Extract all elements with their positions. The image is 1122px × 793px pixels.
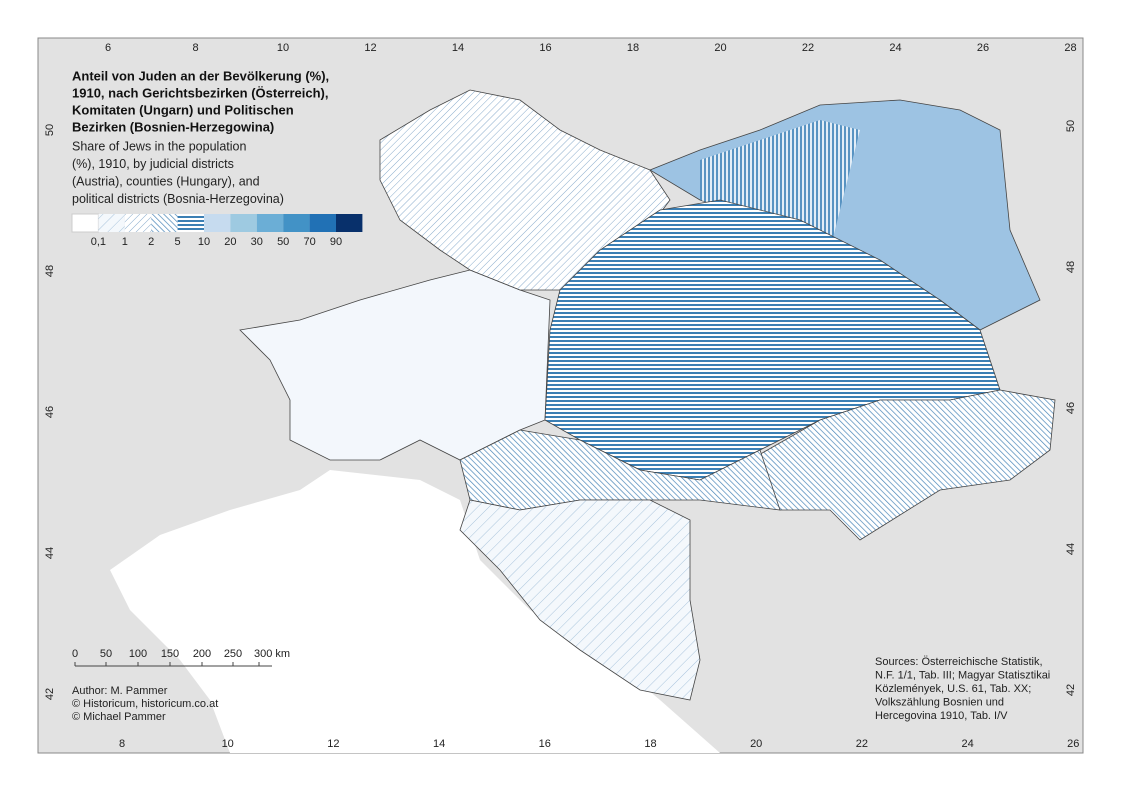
graticule-label-top: 16 bbox=[539, 42, 551, 54]
graticule-label-right: 46 bbox=[1065, 402, 1077, 414]
graticule-label-top: 22 bbox=[802, 42, 814, 54]
graticule-label-top: 28 bbox=[1064, 42, 1076, 54]
graticule-label-right: 42 bbox=[1065, 684, 1077, 696]
legend-label: 90 bbox=[330, 236, 342, 248]
graticule-label-bottom: 22 bbox=[856, 738, 868, 750]
legend-swatch bbox=[71, 213, 99, 233]
sources-line: Sources: Österreichische Statistik, bbox=[875, 656, 1043, 668]
title-de-line: Bezirken (Bosnien-Herzegowina) bbox=[72, 119, 274, 134]
graticule-label-left: 48 bbox=[44, 265, 56, 277]
graticule-label-top: 24 bbox=[889, 42, 901, 54]
graticule-label-right: 48 bbox=[1065, 261, 1077, 273]
legend-label: 20 bbox=[224, 236, 236, 248]
graticule-label-bottom: 20 bbox=[750, 738, 762, 750]
scale-label: 0 bbox=[72, 648, 78, 660]
scale-label: 150 bbox=[161, 648, 179, 660]
graticule-label-left: 42 bbox=[44, 688, 56, 700]
graticule-label-bottom: 10 bbox=[222, 738, 234, 750]
region-bosnia-dalmatia bbox=[459, 499, 701, 701]
graticule-label-top: 18 bbox=[627, 42, 639, 54]
region-west-galicia bbox=[700, 120, 860, 250]
graticule-label-bottom: 18 bbox=[644, 738, 656, 750]
graticule-label-top: 14 bbox=[452, 42, 464, 54]
author-line: © Historicum, historicum.co.at bbox=[72, 698, 218, 710]
legend-swatch bbox=[283, 214, 310, 232]
scale-label: 200 bbox=[193, 648, 211, 660]
legend-swatch bbox=[336, 214, 363, 232]
graticule-label-bottom: 14 bbox=[433, 738, 445, 750]
scale-label: 100 bbox=[129, 648, 147, 660]
legend-label: 1 bbox=[122, 236, 128, 248]
legend-label: 50 bbox=[277, 236, 289, 248]
graticule-label-left: 44 bbox=[44, 547, 56, 559]
legend-swatch bbox=[124, 214, 152, 232]
graticule-label-bottom: 8 bbox=[119, 738, 125, 750]
legend-label: 2 bbox=[148, 236, 154, 248]
legend-label: 5 bbox=[175, 236, 181, 248]
graticule-label-bottom: 26 bbox=[1067, 738, 1079, 750]
graticule-label-right: 44 bbox=[1065, 543, 1077, 555]
graticule-label-bottom: 16 bbox=[539, 738, 551, 750]
legend-swatch bbox=[98, 214, 125, 232]
legend bbox=[71, 213, 363, 233]
legend-label: 70 bbox=[303, 236, 315, 248]
graticule-label-top: 12 bbox=[364, 42, 376, 54]
graticule-label-top: 8 bbox=[192, 42, 198, 54]
title-en-line: (%), 1910, by judicial districts bbox=[72, 157, 234, 171]
graticule-label-top: 20 bbox=[714, 42, 726, 54]
legend-swatch bbox=[177, 214, 204, 232]
sources-line: Hercegovina 1910, Tab. I/V bbox=[875, 710, 1008, 722]
legend-label: 10 bbox=[198, 236, 210, 248]
graticule-label-left: 46 bbox=[44, 406, 56, 418]
legend-swatch bbox=[256, 214, 284, 232]
author-line: © Michael Pammer bbox=[72, 711, 166, 723]
legend-label: 30 bbox=[251, 236, 263, 248]
scale-label: 250 bbox=[224, 648, 242, 660]
title-de-line: Komitaten (Ungarn) und Politischen bbox=[72, 102, 294, 117]
sources-line: Közlemények, U.S. 61, Tab. XX; bbox=[875, 683, 1031, 695]
author-line: Author: M. Pammer bbox=[72, 685, 168, 697]
graticule-label-bottom: 12 bbox=[327, 738, 339, 750]
title-en-line: political districts (Bosnia-Herzegovina) bbox=[72, 192, 284, 206]
scale-label: 50 bbox=[100, 648, 112, 660]
graticule-label-left: 50 bbox=[44, 124, 56, 136]
legend-swatch bbox=[309, 214, 336, 232]
graticule-label-top: 10 bbox=[277, 42, 289, 54]
title-de-line: 1910, nach Gerichtsbezirken (Österreich)… bbox=[72, 85, 329, 100]
graticule-label-right: 50 bbox=[1065, 120, 1077, 132]
legend-swatch bbox=[204, 214, 231, 232]
graticule-label-top: 6 bbox=[105, 42, 111, 54]
title-en-line: Share of Jews in the population bbox=[72, 139, 246, 153]
title-en-line: (Austria), counties (Hungary), and bbox=[72, 174, 260, 188]
graticule-label-bottom: 24 bbox=[961, 738, 973, 750]
legend-label: 0,1 bbox=[91, 236, 106, 248]
sources-line: Volkszählung Bosnien und bbox=[875, 696, 1004, 708]
legend-swatch bbox=[230, 214, 257, 232]
legend-swatch bbox=[151, 214, 178, 232]
title-de-line: Anteil von Juden an der Bevölkerung (%), bbox=[72, 68, 329, 83]
adriatic-sea bbox=[110, 470, 720, 753]
sources-line: N.F. 1/1, Tab. III; Magyar Statisztikai bbox=[875, 669, 1050, 681]
graticule-label-top: 26 bbox=[977, 42, 989, 54]
scale-label: 300 km bbox=[254, 648, 290, 660]
